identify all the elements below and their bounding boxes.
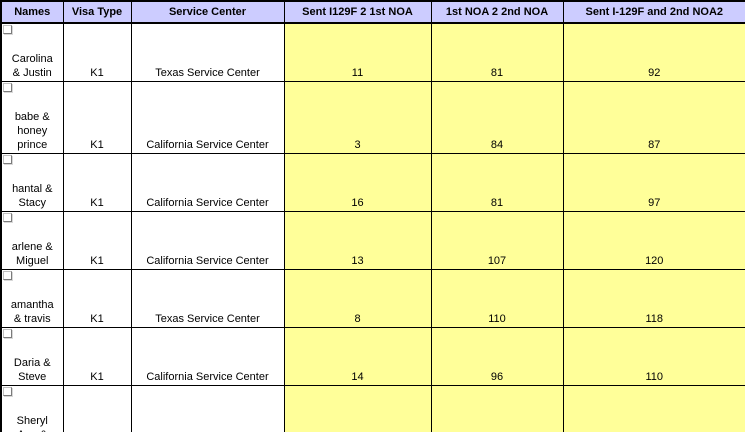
1st-noa-to-2nd-noa-cell[interactable]: 81 — [430, 153, 564, 212]
sent-and-2nd-noa2-cell[interactable]: 92 — [562, 22, 745, 82]
visa-type-cell[interactable]: K1 — [62, 269, 132, 328]
visa-type-cell[interactable]: K1 — [62, 81, 132, 154]
sent-and-2nd-noa2-cell[interactable]: 118 — [562, 269, 745, 328]
1st-noa-to-2nd-noa-cell[interactable]: 84 — [430, 81, 564, 154]
service-center-cell[interactable]: California Service Center — [130, 385, 285, 432]
1st-noa-to-2nd-noa-cell[interactable]: 107 — [430, 211, 564, 270]
name-cell[interactable]: amantha & travis — [0, 269, 64, 328]
1st-noa-to-2nd-noa-cell[interactable]: 96 — [430, 327, 564, 386]
comment-box-icon — [3, 213, 12, 222]
table-row: arlene & Miguel K1 California Service Ce… — [0, 211, 745, 270]
name-cell[interactable]: Daria & Steve — [0, 327, 64, 386]
name-cell[interactable]: arlene & Miguel — [0, 211, 64, 270]
1st-noa-to-2nd-noa-cell[interactable]: 110 — [430, 269, 564, 328]
comment-box-icon — [3, 329, 12, 338]
name-text: amantha & travis — [10, 299, 54, 325]
comment-box-icon — [3, 271, 12, 280]
name-text: Daria & Steve — [13, 357, 51, 383]
visa-type-cell[interactable]: K1 — [62, 22, 132, 82]
comment-box-icon — [3, 83, 12, 92]
sent-and-2nd-noa2-cell[interactable]: 110 — [562, 327, 745, 386]
sent-to-1st-noa-cell[interactable]: 3 — [283, 81, 432, 154]
sent-to-1st-noa-cell[interactable]: 14 — [283, 327, 432, 386]
table-row: amantha & travis K1 Texas Service Center… — [0, 269, 745, 328]
visa-type-cell[interactable]: K1 — [62, 153, 132, 212]
col-header-names[interactable]: Names — [0, 0, 64, 24]
service-center-cell[interactable]: Texas Service Center — [130, 22, 285, 82]
sent-and-2nd-noa2-cell[interactable]: 87 — [562, 81, 745, 154]
sent-to-1st-noa-cell[interactable]: 11 — [283, 22, 432, 82]
service-center-cell[interactable]: California Service Center — [130, 327, 285, 386]
table-row: Daria & Steve K1 California Service Cent… — [0, 327, 745, 386]
sent-and-2nd-noa2-cell[interactable]: 97 — [562, 153, 745, 212]
comment-box-icon — [3, 155, 12, 164]
name-cell[interactable]: hantal & Stacy — [0, 153, 64, 212]
name-text: Carolina & Justin — [11, 53, 53, 79]
header-row: Names Visa Type Service Center Sent I129… — [0, 0, 745, 24]
col-header-1st-noa-to-2nd-noa[interactable]: 1st NOA 2 2nd NOA — [430, 0, 564, 24]
service-center-cell[interactable]: California Service Center — [130, 81, 285, 154]
name-text: babe & honey prince — [14, 111, 50, 151]
col-header-sent-to-1st-noa[interactable]: Sent I129F 2 1st NOA — [283, 0, 432, 24]
name-cell[interactable]: Carolina & Justin — [0, 22, 64, 82]
comment-box-icon — [3, 387, 12, 396]
service-center-cell[interactable]: Texas Service Center — [130, 269, 285, 328]
name-text: arlene & Miguel — [11, 241, 53, 267]
sent-to-1st-noa-cell[interactable]: 13 — [283, 211, 432, 270]
comment-box-icon — [3, 25, 12, 34]
sent-to-1st-noa-cell[interactable]: 5 — [283, 385, 432, 432]
col-header-service-center[interactable]: Service Center — [130, 0, 285, 24]
table-row: babe & honey prince K1 California Servic… — [0, 81, 745, 154]
sent-to-1st-noa-cell[interactable]: 16 — [283, 153, 432, 212]
name-cell[interactable]: babe & honey prince — [0, 81, 64, 154]
name-text: Sheryl Ann & Robert — [16, 415, 48, 432]
name-text: hantal & Stacy — [12, 183, 53, 209]
service-center-cell[interactable]: California Service Center — [130, 153, 285, 212]
table-row: Sheryl Ann & Robert K1 California Servic… — [0, 385, 745, 432]
col-header-visa-type[interactable]: Visa Type — [62, 0, 132, 24]
visa-type-cell[interactable]: K1 — [62, 327, 132, 386]
service-center-cell[interactable]: California Service Center — [130, 211, 285, 270]
col-header-sent-and-2nd-noa2[interactable]: Sent I-129F and 2nd NOA2 — [562, 0, 745, 24]
1st-noa-to-2nd-noa-cell[interactable]: 81 — [430, 22, 564, 82]
name-cell[interactable]: Sheryl Ann & Robert — [0, 385, 64, 432]
sent-to-1st-noa-cell[interactable]: 8 — [283, 269, 432, 328]
sent-and-2nd-noa2-cell[interactable]: 111 — [562, 385, 745, 432]
visa-type-cell[interactable]: K1 — [62, 211, 132, 270]
table-row: Carolina & Justin K1 Texas Service Cente… — [0, 22, 745, 82]
table-row: hantal & Stacy K1 California Service Cen… — [0, 153, 745, 212]
sent-and-2nd-noa2-cell[interactable]: 120 — [562, 211, 745, 270]
1st-noa-to-2nd-noa-cell[interactable]: 106 — [430, 385, 564, 432]
visa-type-cell[interactable]: K1 — [62, 385, 132, 432]
